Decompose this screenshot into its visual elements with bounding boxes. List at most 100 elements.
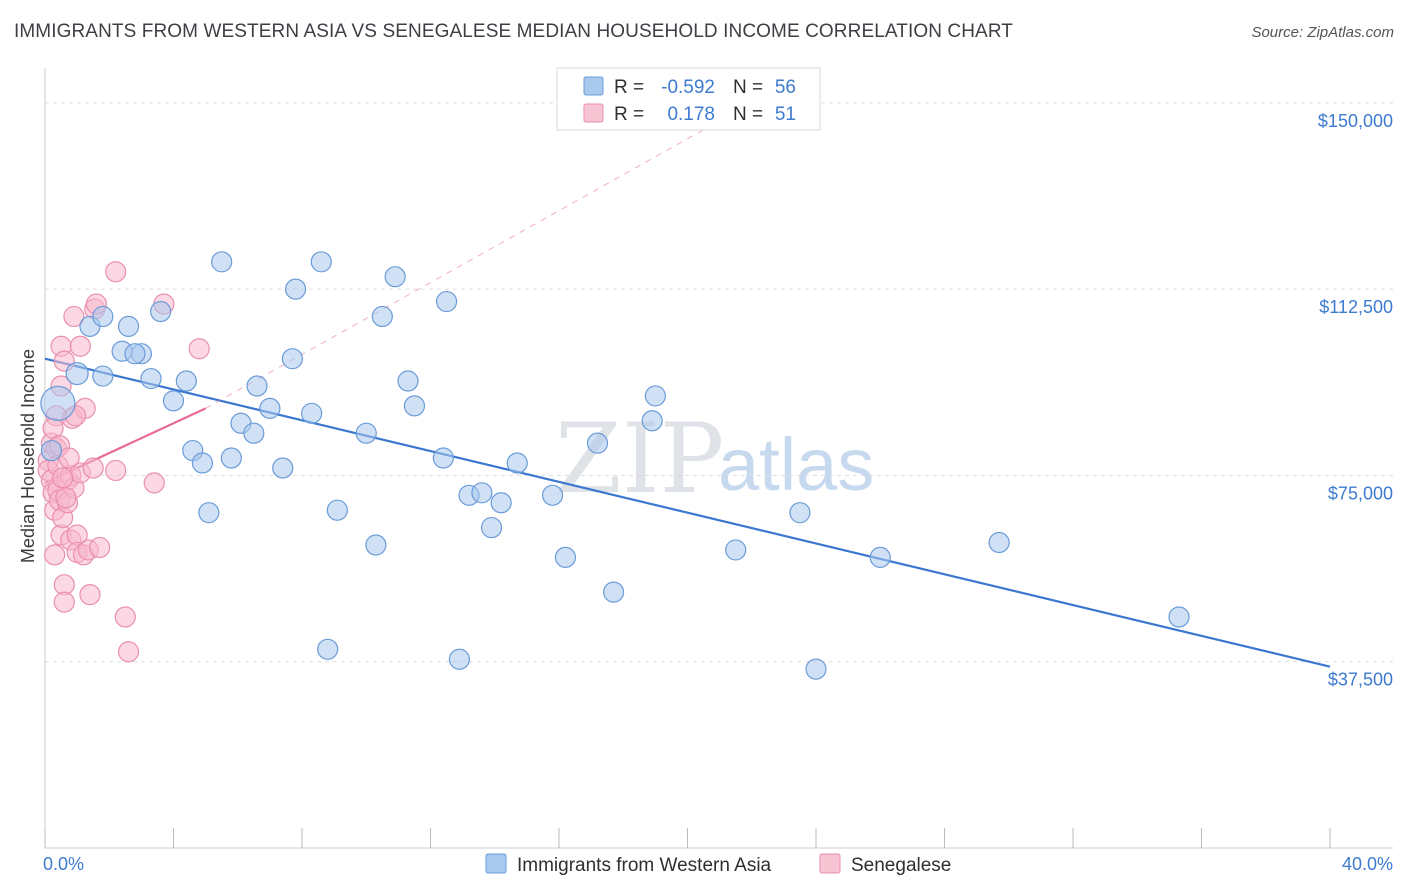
- senegalese-point-17: [53, 591, 75, 613]
- series-legend-label-2: Senegalese: [851, 855, 951, 876]
- western-asia-point-30: [371, 305, 393, 328]
- western-asia-point-55: [124, 343, 146, 365]
- trend-line-0: [44, 357, 1331, 668]
- senegalese-point-27: [69, 335, 91, 357]
- x-tick-labels: 0.0% 40.0%: [43, 854, 1393, 874]
- western-asia-point-16: [220, 447, 242, 469]
- series-legend-swatch-blue: [485, 853, 507, 874]
- western-asia-point-24: [301, 402, 323, 424]
- western-asia-point-47: [644, 385, 666, 407]
- western-asia-point-39: [480, 516, 503, 539]
- western-asia-point-27: [326, 499, 348, 521]
- western-asia-point-34: [432, 447, 454, 469]
- senegalese-point-32: [79, 584, 101, 606]
- series-legend: Immigrants from Western Asia Senegalese: [485, 853, 951, 876]
- senegalese-point-36: [89, 536, 111, 559]
- legend-n-label-1: N =: [733, 77, 763, 98]
- senegalese-point-48: [58, 447, 80, 469]
- western-asia-point-44: [586, 432, 609, 454]
- legend-swatch-pink: [583, 103, 604, 123]
- legend-swatch-blue: [583, 76, 604, 96]
- western-asia-point-6: [117, 315, 140, 337]
- western-asia-point-38: [471, 482, 493, 504]
- western-asia-point-13: [191, 452, 214, 474]
- western-asia-point-26: [317, 638, 339, 660]
- y-axis-label: Median Household Income: [18, 349, 38, 563]
- western-asia-point-32: [397, 370, 419, 392]
- senegalese-point-39: [114, 606, 136, 628]
- western-asia-point-3: [92, 305, 114, 328]
- senegalese-point-37: [105, 261, 127, 283]
- y-tick-label-0: $37,500: [1328, 670, 1393, 690]
- western-asia-point-19: [246, 375, 268, 397]
- western-asia-point-31: [384, 266, 406, 288]
- western-asia-point-53: [1168, 606, 1190, 628]
- western-asia-point-43: [554, 546, 577, 568]
- western-asia-point-40: [490, 492, 512, 514]
- gridlines: [45, 102, 1393, 663]
- western-asia-point-35: [435, 290, 458, 313]
- senegalese-point-47: [55, 487, 77, 509]
- senegalese-point-33: [82, 457, 104, 479]
- western-asia-point-15: [211, 251, 233, 273]
- trend-line-2: [205, 102, 752, 409]
- legend-r-value-2: 0.178: [667, 104, 715, 125]
- western-asia-point-14: [198, 502, 220, 524]
- western-asia-point-9: [150, 300, 172, 323]
- western-asia-point-8: [140, 367, 162, 390]
- western-asia-point-51: [869, 546, 891, 568]
- western-asia-point-10: [162, 390, 185, 412]
- series-legend-label-1: Immigrants from Western Asia: [517, 855, 772, 876]
- western-asia-point-1: [65, 361, 89, 386]
- western-asia-point-50: [805, 658, 827, 680]
- western-asia-point-4: [92, 365, 114, 387]
- western-asia-point-45: [603, 581, 625, 603]
- series-legend-swatch-pink: [819, 853, 841, 874]
- western-asia-point-21: [272, 457, 294, 479]
- correlation-legend: R = -0.592 N = 56 R = 0.178 N = 51: [556, 67, 821, 131]
- watermark-zip: ZIP: [555, 403, 724, 515]
- senegalese-point-43: [188, 338, 210, 360]
- senegalese-point-41: [143, 472, 165, 494]
- senegalese-point-38: [105, 459, 127, 482]
- western-asia-point-46: [641, 410, 663, 432]
- senegalese-point-23: [63, 305, 85, 328]
- trend-lines: [44, 102, 1331, 668]
- legend-n-value-2: 51: [775, 104, 796, 125]
- western-asia-point-36: [448, 648, 471, 670]
- senegalese-point-6: [44, 544, 66, 566]
- watermark-atlas: atlas: [718, 423, 874, 506]
- x-tick-label-0: 0.0%: [43, 854, 84, 874]
- western-asia-point-54: [40, 439, 63, 462]
- western-asia-point-20: [259, 397, 281, 419]
- western-asia-point-29: [365, 534, 387, 556]
- western-asia-point-52: [988, 531, 1010, 554]
- western-asia-point-22: [281, 348, 303, 370]
- western-asia-point-48: [725, 539, 747, 561]
- western-asia-point-42: [541, 484, 564, 506]
- y-tick-labels: $37,500 $75,000 $112,500 $150,000: [1318, 111, 1393, 690]
- western-asia-point-23: [284, 278, 307, 300]
- western-asia-point-0: [40, 385, 76, 421]
- legend-r-label-2: R =: [614, 104, 644, 125]
- western-asia-point-11: [175, 370, 197, 392]
- senegalese-point-46: [52, 467, 74, 489]
- x-tick-label-1: 40.0%: [1342, 854, 1393, 874]
- western-asia-point-25: [310, 251, 332, 273]
- western-asia-points: [40, 251, 1190, 680]
- legend-r-label-1: R =: [614, 77, 644, 98]
- western-asia-point-49: [789, 502, 811, 524]
- y-tick-label-2: $112,500: [1319, 297, 1393, 317]
- legend-n-value-1: 56: [775, 77, 796, 98]
- western-asia-point-18: [243, 422, 265, 444]
- chart-title: IMMIGRANTS FROM WESTERN ASIA VS SENEGALE…: [14, 21, 1014, 42]
- western-asia-point-28: [355, 422, 377, 444]
- senegalese-point-40: [117, 641, 140, 663]
- y-tick-label-3: $150,000: [1318, 111, 1393, 131]
- legend-r-value-1: -0.592: [661, 77, 715, 98]
- legend-n-label-2: N =: [733, 104, 763, 125]
- y-tick-label-1: $75,000: [1328, 483, 1393, 503]
- western-asia-point-33: [403, 395, 426, 417]
- source-credit: Source: ZipAtlas.com: [1251, 24, 1394, 41]
